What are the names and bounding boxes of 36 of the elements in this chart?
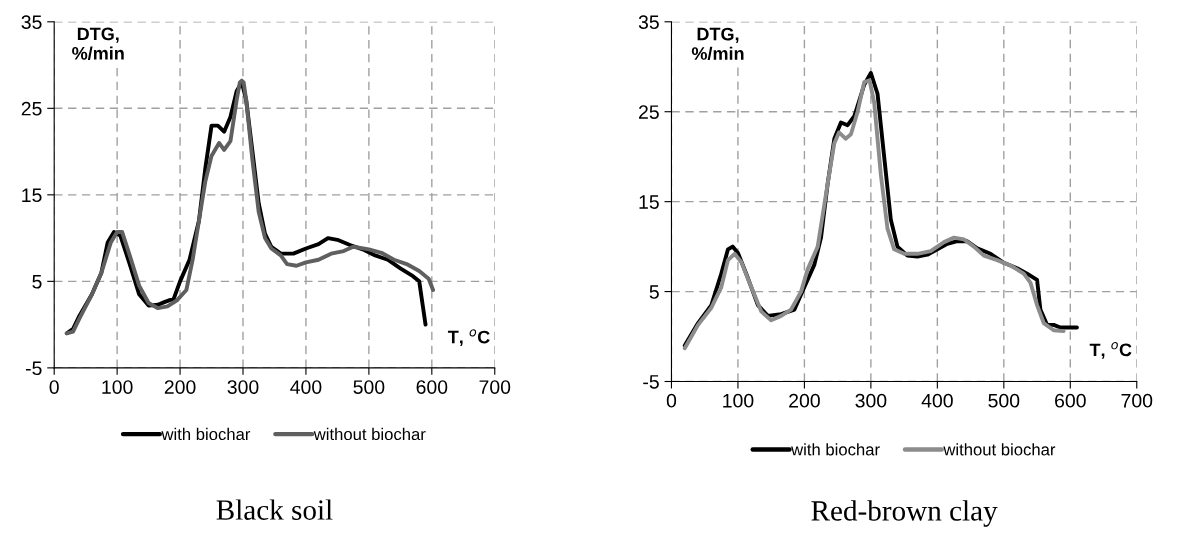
legend-label: without biochar <box>943 443 1056 456</box>
x-tick-label: 200 <box>789 393 820 408</box>
legend-label: without biochar <box>313 427 426 441</box>
x-tick-label: 600 <box>1055 393 1086 408</box>
x-tick-label: 700 <box>479 380 511 394</box>
x-tick-label: 300 <box>227 380 259 394</box>
y-tick-label: 15 <box>22 188 42 203</box>
y-tick-label: 5 <box>649 285 659 299</box>
x-tick-label: 100 <box>102 380 133 394</box>
x-tick-label: 100 <box>723 393 754 408</box>
x-tick-label: 400 <box>290 380 322 394</box>
legend-label: with biochar <box>791 443 880 456</box>
x-tick-label: 500 <box>353 380 385 394</box>
x-tick-label: 200 <box>164 380 196 394</box>
y-tick-label: -5 <box>643 375 659 389</box>
y-tick-label: 5 <box>32 275 42 289</box>
y-tick-label: 15 <box>639 195 659 209</box>
y-tick-label: 25 <box>21 101 42 116</box>
y-axis-title: DTG, %/min <box>72 27 124 60</box>
x-tick-label: 300 <box>855 393 887 408</box>
x-tick-label: 700 <box>1121 393 1153 408</box>
text: Red-brown clay <box>811 500 998 527</box>
text: Black soil <box>216 499 333 520</box>
x-tick-label: 400 <box>921 393 953 408</box>
legend-label: with biochar <box>161 427 251 441</box>
x-tick-label: 0 <box>666 393 677 408</box>
x-axis-title: T, $^{o}$C <box>447 329 490 347</box>
y-axis-title: DTG, %/min <box>691 27 744 61</box>
x-tick-label: 0 <box>49 380 59 394</box>
y-tick-label: 25 <box>639 105 659 119</box>
y-tick-label: 35 <box>21 15 42 30</box>
y-tick-label: 35 <box>638 15 659 30</box>
y-tick-label: -5 <box>25 361 42 376</box>
x-tick-label: 600 <box>416 380 448 394</box>
x-tick-label: 500 <box>988 393 1020 408</box>
x-axis-title: T, $^{o}$C <box>1089 342 1132 359</box>
